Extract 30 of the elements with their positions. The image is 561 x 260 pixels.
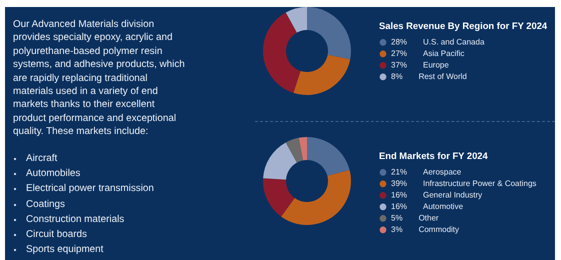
- donut-slice: [263, 178, 295, 217]
- text: Circuit boards: [26, 229, 87, 240]
- donut-slice: [286, 138, 304, 163]
- text: Coatings: [26, 198, 65, 210]
- legend-label: 5% Other: [391, 213, 439, 222]
- donut-slice: [263, 12, 301, 93]
- donut-slice: [263, 142, 297, 180]
- donut-slice: [307, 7, 351, 60]
- text: End Markets for FY 2024: [379, 150, 489, 161]
- text: Sports equipment: [26, 244, 104, 256]
- text: Sales Revenue By Region for FY 2024: [379, 20, 548, 31]
- donut-slice: [298, 137, 307, 160]
- donut-slice: [293, 54, 350, 95]
- legend-label: 16% Automotive: [391, 202, 464, 211]
- text: Electrical power transmission: [26, 183, 154, 194]
- legend-label: 16% General Industry: [391, 190, 482, 200]
- legend-label: 8% Rest of World: [391, 72, 467, 81]
- donut-slice: [286, 7, 307, 33]
- donut-slice: [281, 170, 351, 225]
- text: Aircraft: [26, 152, 58, 164]
- legend-label: 3% Commodity: [391, 224, 460, 234]
- donut-slice: [307, 137, 350, 176]
- text: Our Advanced Materials division provides specialty epoxy, acrylic and polyurethane-based polymer resin systems, and adhesive products, which are rapidly replacing traditional materials used in a variety of end markets thanks to their excellent product performance and exceptional quality. These markets include:: [13, 19, 185, 138]
- legend-label: 37% Europe: [391, 60, 450, 70]
- text: Automobiles: [26, 168, 80, 179]
- text: Construction materials: [26, 214, 124, 225]
- legend-label: 21% Aerospace: [391, 167, 462, 176]
- legend-label: 39% Infrastructure Power & Coatings: [391, 178, 536, 188]
- legend-label: 28% U.S. and Canada: [391, 37, 485, 46]
- legend-label: 27% Asia Pacific: [391, 48, 464, 58]
